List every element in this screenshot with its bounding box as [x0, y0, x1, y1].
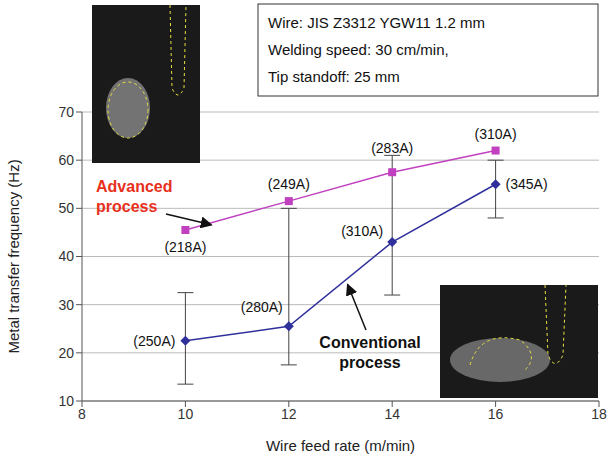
svg-text:70: 70: [58, 104, 74, 120]
svg-text:(310A): (310A): [341, 223, 383, 239]
svg-text:14: 14: [384, 406, 400, 422]
svg-text:40: 40: [58, 248, 74, 264]
svg-text:Advanced: Advanced: [96, 178, 172, 195]
svg-text:10: 10: [58, 393, 74, 409]
svg-text:Metal transfer frequency (Hz): Metal transfer frequency (Hz): [5, 159, 22, 353]
svg-text:process: process: [96, 198, 157, 215]
svg-text:16: 16: [488, 406, 504, 422]
svg-text:Welding speed: 30 cm/min,: Welding speed: 30 cm/min,: [268, 41, 449, 58]
svg-text:Wire: JIS Z3312 YGW11 1.2 mm: Wire: JIS Z3312 YGW11 1.2 mm: [268, 14, 485, 31]
svg-text:12: 12: [281, 406, 297, 422]
svg-text:(280A): (280A): [241, 299, 283, 315]
svg-text:18: 18: [591, 406, 607, 422]
svg-text:30: 30: [58, 297, 74, 313]
svg-text:Conventional: Conventional: [319, 334, 420, 351]
svg-text:(310A): (310A): [475, 126, 517, 142]
svg-text:20: 20: [58, 345, 74, 361]
svg-text:50: 50: [58, 200, 74, 216]
svg-text:60: 60: [58, 152, 74, 168]
svg-text:(218A): (218A): [164, 239, 206, 255]
svg-text:(345A): (345A): [506, 176, 548, 192]
svg-text:10: 10: [178, 406, 194, 422]
svg-text:Wire feed rate (m/min): Wire feed rate (m/min): [266, 437, 415, 454]
svg-text:Tip standoff: 25 mm: Tip standoff: 25 mm: [268, 68, 400, 85]
svg-text:process: process: [339, 354, 400, 371]
svg-text:8: 8: [78, 406, 86, 422]
svg-text:(249A): (249A): [268, 176, 310, 192]
svg-text:(250A): (250A): [133, 333, 175, 349]
svg-text:(283A): (283A): [371, 140, 413, 156]
